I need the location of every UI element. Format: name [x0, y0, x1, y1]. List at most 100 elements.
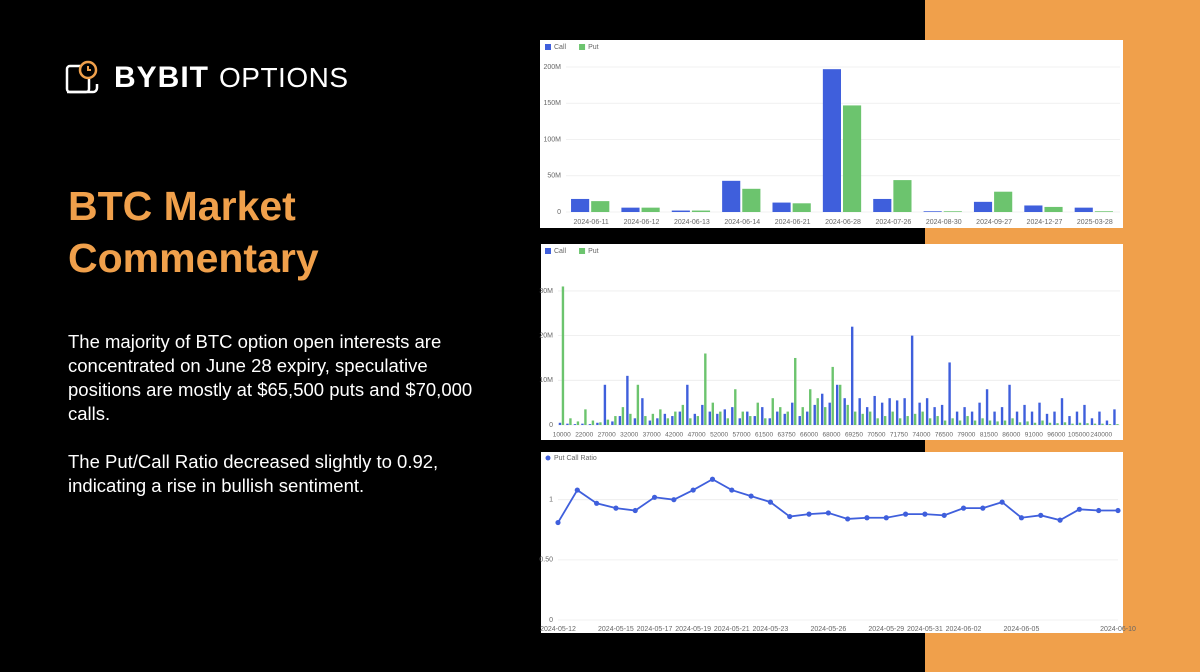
bar — [955, 411, 959, 425]
bar — [591, 201, 610, 212]
bar — [603, 384, 607, 425]
bar — [779, 407, 782, 425]
x-tick-label: 2024-05-29 — [868, 626, 904, 633]
logo: BYBIT OPTIONS — [64, 56, 349, 100]
bar — [558, 422, 562, 425]
bar — [1063, 422, 1067, 425]
x-tick-label: 76500 — [935, 432, 953, 439]
bar — [843, 398, 846, 425]
bar — [1113, 409, 1116, 425]
bar — [973, 420, 977, 425]
bar — [689, 418, 692, 425]
point — [1038, 512, 1044, 518]
point — [883, 515, 889, 521]
point — [845, 516, 851, 522]
bar — [716, 413, 719, 425]
bar — [996, 421, 999, 425]
bar — [641, 207, 660, 212]
bar — [880, 402, 884, 425]
x-tick-label: 2024-05-26 — [810, 626, 846, 633]
bar — [1075, 411, 1079, 425]
x-tick-label: 47000 — [688, 432, 706, 439]
bar — [813, 404, 816, 425]
bar — [719, 411, 722, 425]
bar — [821, 393, 824, 425]
point — [594, 500, 600, 506]
bar — [843, 105, 862, 212]
bar — [806, 411, 809, 425]
bar — [573, 424, 577, 425]
bar — [888, 398, 891, 425]
bar — [659, 409, 662, 425]
bar — [970, 411, 974, 425]
bar — [686, 384, 689, 425]
y-tick-label: 200M — [543, 64, 561, 71]
bar — [731, 407, 734, 425]
bar — [671, 416, 674, 425]
bar — [913, 413, 917, 425]
point — [651, 494, 658, 500]
legend-label: Call — [554, 44, 567, 51]
bar — [1018, 422, 1022, 425]
bar — [674, 411, 677, 425]
bar — [893, 180, 912, 212]
bar — [1045, 413, 1049, 425]
bar — [1026, 421, 1029, 425]
bar — [1033, 422, 1037, 425]
bar — [663, 413, 667, 425]
y-tick-label: 0.50 — [539, 557, 553, 564]
x-tick-label: 70500 — [867, 432, 885, 439]
bar — [948, 362, 951, 425]
bar — [958, 420, 962, 425]
bar — [681, 404, 685, 425]
bar — [898, 418, 902, 425]
bar — [618, 416, 622, 425]
bar — [1048, 422, 1052, 425]
bar — [742, 188, 761, 212]
x-tick-label: 68000 — [822, 432, 840, 439]
bar — [936, 416, 939, 425]
bar — [581, 423, 584, 425]
bar — [928, 418, 932, 425]
bar — [1071, 423, 1074, 425]
bar — [943, 420, 947, 425]
bar — [671, 210, 690, 212]
product: OPTIONS — [219, 62, 349, 93]
bar — [771, 398, 774, 425]
x-tick-label: 10000 — [553, 432, 571, 439]
bar — [1105, 420, 1109, 425]
bar — [1038, 402, 1041, 425]
legend-swatch — [545, 44, 551, 50]
bar — [783, 413, 786, 425]
point — [999, 499, 1005, 505]
x-tick-label: 66000 — [800, 432, 818, 439]
point — [806, 511, 812, 517]
legend-label: Put — [588, 248, 599, 255]
bar — [910, 335, 914, 425]
bar — [895, 400, 899, 425]
y-tick-label: 1 — [549, 497, 553, 504]
bar — [606, 419, 610, 425]
brand: BYBIT — [114, 61, 209, 94]
y-tick-label: 10M — [539, 377, 553, 384]
bar — [741, 411, 744, 425]
bar — [726, 418, 729, 425]
bar — [761, 407, 764, 425]
x-tick-label: 52000 — [710, 432, 728, 439]
bar — [966, 416, 969, 425]
bar — [792, 203, 811, 212]
bar — [641, 398, 644, 425]
bar — [1090, 418, 1094, 425]
bar — [678, 411, 682, 425]
bar — [981, 418, 984, 425]
x-tick-label: 2024-05-31 — [907, 626, 943, 633]
point — [922, 511, 928, 517]
bar — [738, 418, 741, 425]
bar — [923, 211, 942, 212]
x-tick-label: 81500 — [980, 432, 998, 439]
x-tick-label: 42000 — [665, 432, 683, 439]
bar — [633, 418, 637, 425]
bar — [561, 286, 565, 425]
bar — [891, 411, 894, 425]
